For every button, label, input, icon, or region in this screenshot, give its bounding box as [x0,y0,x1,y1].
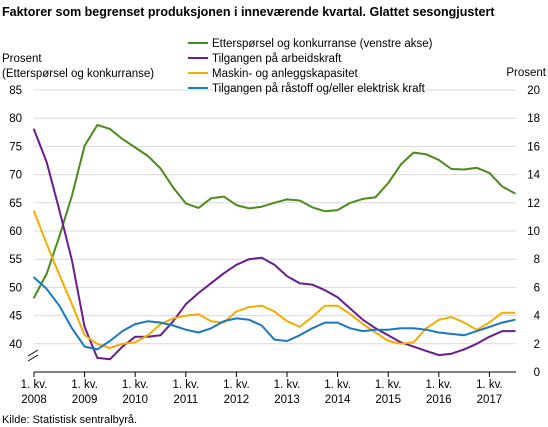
right-tick-label: 8 [534,254,540,266]
series-lines [33,124,516,361]
x-tick-label-quarter: 1. kv. [71,379,98,391]
chart-title: Faktorer som begrenset produksjonen i in… [2,5,495,19]
x-tick-label-quarter: 1. kv. [122,379,149,391]
x-tick-label-year: 2011 [173,394,198,406]
right-tick-label: 2 [534,339,540,351]
right-axis-ticks: 0 2 4 6 8 10 12 14 16 18 20 [527,85,540,379]
left-tick-label: 55 [9,254,22,266]
legend-label: Etterspørsel og konkurranse (venstre aks… [212,38,433,50]
series-line-0 [33,124,516,299]
left-axis-ticks: 40 45 50 55 60 65 70 75 80 85 [9,85,22,351]
x-tick-label-year: 2017 [477,394,503,406]
left-tick-label: 65 [9,198,22,210]
grid-lines [34,89,516,373]
right-tick-label: 10 [527,226,540,238]
x-tick-label-year: 2010 [122,394,148,406]
x-tick-label-year: 2012 [224,394,250,406]
right-tick-label: 6 [534,282,540,294]
right-tick-label: 14 [527,170,540,182]
x-tick-label-quarter: 1. kv. [324,379,351,391]
x-tick-label-year: 2009 [72,394,98,406]
left-tick-label: 60 [9,226,22,238]
x-tick-label-year: 2008 [21,394,47,406]
series-line-1 [33,128,516,361]
right-axis-title: Prosent [506,67,546,79]
right-tick-label: 20 [527,85,540,97]
left-tick-label: 75 [9,141,22,153]
left-tick-label: 40 [9,339,22,351]
x-tick-label-quarter: 1. kv. [172,379,199,391]
x-tick-label-year: 2014 [325,394,351,406]
left-axis-title-line1: Prosent [2,53,42,65]
x-tick-label-quarter: 1. kv. [274,379,301,391]
right-tick-label: 18 [527,113,540,125]
left-tick-label: 45 [9,311,22,323]
left-tick-label: 50 [9,282,22,294]
x-tick-label-quarter: 1. kv. [425,379,452,391]
x-tick-label-year: 2013 [274,394,300,406]
x-tick-label-year: 2015 [375,394,401,406]
x-tick-label-year: 2016 [426,394,452,406]
series-line-2 [33,210,516,349]
left-tick-label: 70 [9,170,22,182]
x-tick-label-quarter: 1. kv. [375,379,402,391]
axis-break-marker [27,349,39,362]
source-note: Kilde: Statistisk sentralbyrå. [2,414,137,426]
legend-label: Tilgangen på arbeidskraft [212,53,342,65]
right-tick-label: 16 [527,141,540,153]
legend-label: Maskin- og anleggskapasitet [212,68,359,80]
right-tick-label: 12 [527,198,540,210]
right-tick-label: 0 [534,367,540,379]
series-line-3 [33,276,516,351]
x-axis-ticks: 1. kv. 2008 1. kv. 2009 1. kv. 2010 1. kv. 2011… [21,372,503,406]
x-tick-label-quarter: 1. kv. [476,379,503,391]
x-tick-label-quarter: 1. kv. [21,379,48,391]
left-axis-title-line2: (Etterspørsel og konkurranse) [2,68,154,80]
legend-label: Tilgangen på råstoff og/eller elektrisk … [212,83,426,95]
right-tick-label: 4 [534,311,541,323]
x-tick-label-quarter: 1. kv. [223,379,250,391]
left-tick-label: 85 [9,85,22,97]
left-tick-label: 80 [9,113,22,125]
legend: Etterspørsel og konkurranse (venstre aks… [188,38,433,95]
